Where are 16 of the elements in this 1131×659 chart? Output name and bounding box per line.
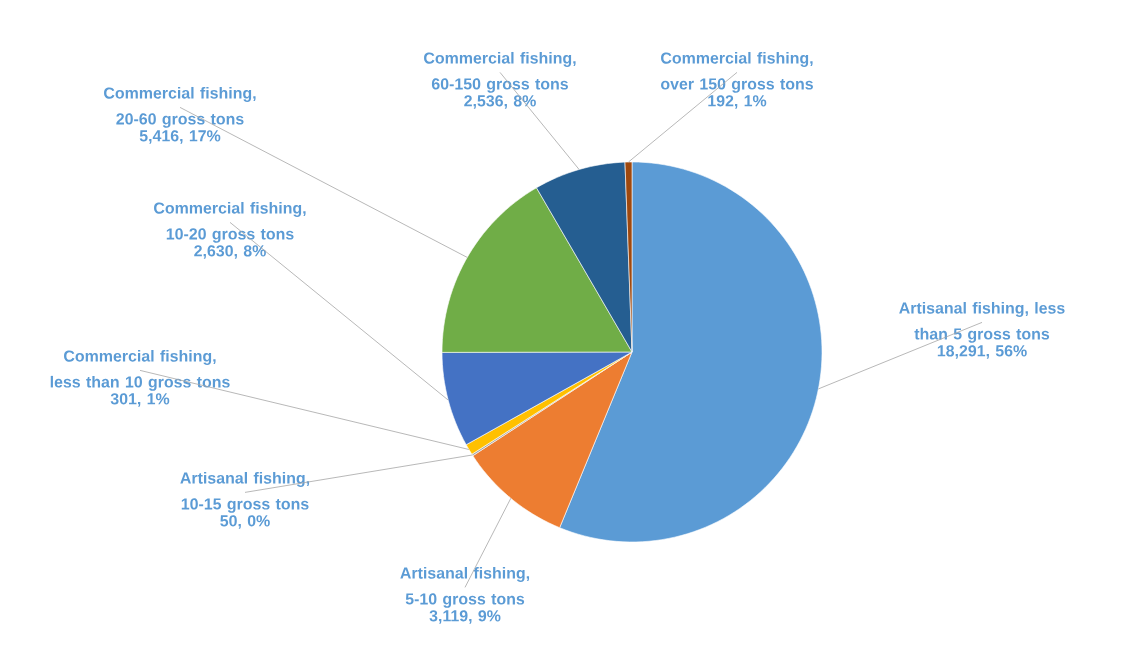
data-label: 301, 1% [110, 393, 170, 407]
slice-label: Artisanal fishing, 10-15 gross tons [180, 471, 310, 513]
data-label: 5,416, 17% [139, 130, 221, 144]
slice-label: Commercial fishing, over 150 gross tons [661, 51, 813, 93]
data-label: 18,291, 56% [937, 345, 1027, 359]
slice-label: Artisanal fishing, 5-10 gross tons [400, 566, 530, 608]
data-label: 50, 0% [220, 515, 270, 529]
data-label: 2,536, 8% [464, 95, 536, 109]
data-label: 3,119, 9% [429, 610, 501, 624]
slice-label: Commercial fishing, less than 10 gross tons [50, 349, 230, 391]
data-label: 2,630, 8% [194, 245, 266, 259]
data-label: 192, 1% [708, 95, 767, 109]
slice-label: Commercial fishing, 20-60 gross tons [104, 86, 256, 128]
slice-label: Commercial fishing, 60-150 gross tons [424, 51, 576, 93]
slice-label: Artisanal fishing, less than 5 gross tons [899, 301, 1065, 343]
slice-label: Commercial fishing, 10-20 gross tons [154, 201, 306, 243]
